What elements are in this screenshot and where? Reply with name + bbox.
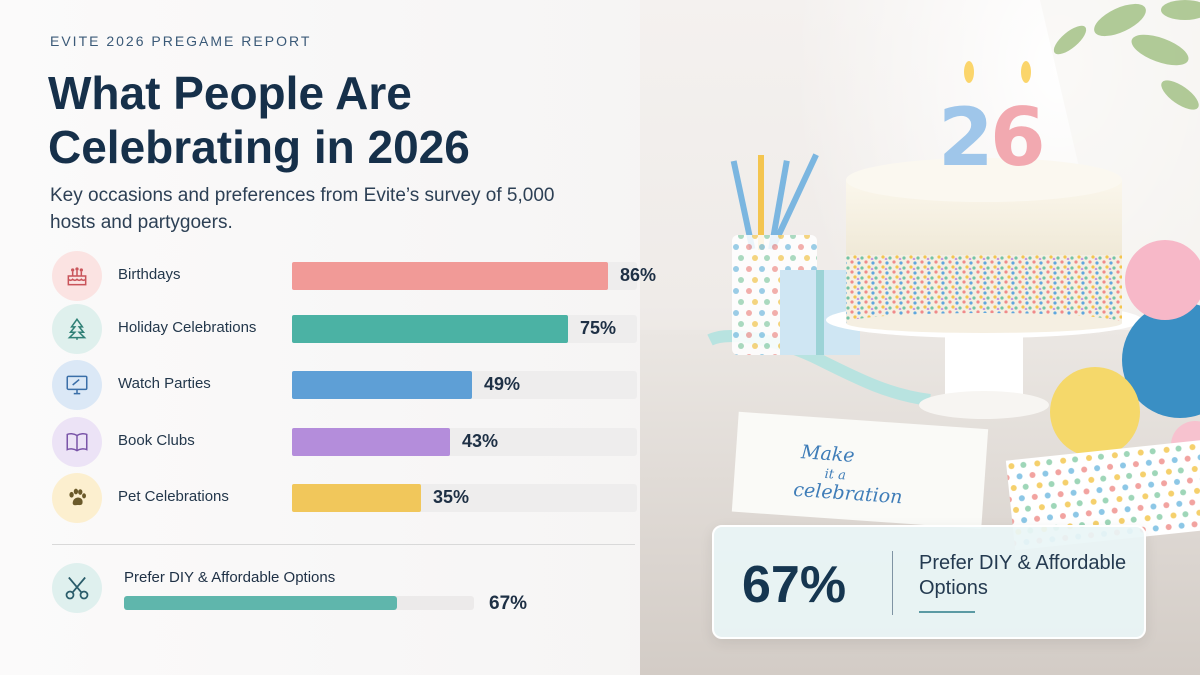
bar: [292, 484, 421, 512]
bar-value-label: 49%: [484, 374, 521, 394]
scissors-icon: [52, 563, 102, 613]
christmas-tree-icon: [52, 304, 102, 354]
svg-text:Make: Make: [799, 441, 855, 467]
monitor-icon: [52, 360, 102, 410]
bar-value-label: 35%: [433, 487, 470, 507]
callout-value: 67%: [742, 556, 847, 614]
bar-track: [292, 428, 637, 456]
bar-row: Birthdays 86%: [52, 251, 672, 301]
section-divider: [52, 544, 635, 545]
bar-row: Book Clubs 43%: [52, 417, 672, 467]
bar: [292, 428, 450, 456]
callout-underline: [919, 611, 975, 613]
bar-category-label: Watch Parties: [118, 375, 211, 392]
diy-label: Prefer DIY & Affordable Options: [124, 569, 336, 586]
bar: [292, 371, 472, 399]
page-title: What People Are Celebrating in 2026: [48, 67, 470, 173]
bar-row: Holiday Celebrations 75%: [52, 304, 672, 354]
cake-photo: 2 6 Make it a celebration: [640, 0, 1200, 675]
open-book-icon: [52, 417, 102, 467]
callout-separator: [892, 551, 893, 615]
svg-text:it a: it a: [824, 467, 846, 483]
svg-text:6: 6: [990, 91, 1046, 184]
bar-category-label: Birthdays: [118, 266, 181, 283]
svg-text:2: 2: [938, 91, 994, 184]
bar-track: [292, 262, 637, 290]
bar-row: Watch Parties 49%: [52, 360, 672, 410]
bar-track: [292, 371, 637, 399]
callout-text: Prefer DIY & Affordable Options: [919, 552, 1127, 599]
bar-value-label: 86%: [620, 265, 657, 285]
page-subtitle: Key occasions and preferences from Evite…: [50, 185, 555, 233]
bar-value-label: 75%: [580, 318, 617, 338]
bar-track: [292, 315, 637, 343]
bar-value-label: 43%: [462, 431, 499, 451]
diy-bar-track: [124, 596, 474, 610]
diy-bar-fill: [124, 596, 397, 610]
paw-print-icon: [52, 473, 102, 523]
bar-category-label: Book Clubs: [118, 432, 195, 449]
birthday-cake-icon: [52, 251, 102, 301]
bar: [292, 315, 568, 343]
bar-category-label: Holiday Celebrations: [118, 319, 257, 336]
diy-value-label: 67%: [489, 593, 528, 614]
bar: [292, 262, 608, 290]
report-eyebrow: EVITE 2026 PREGAME REPORT: [50, 33, 312, 49]
bar-category-label: Pet Celebrations: [118, 488, 229, 505]
bar-row: Pet Celebrations 35%: [52, 473, 672, 523]
bar-track: [292, 484, 637, 512]
diy-callout-card: 67% Prefer DIY & Affordable Options: [712, 525, 1146, 639]
